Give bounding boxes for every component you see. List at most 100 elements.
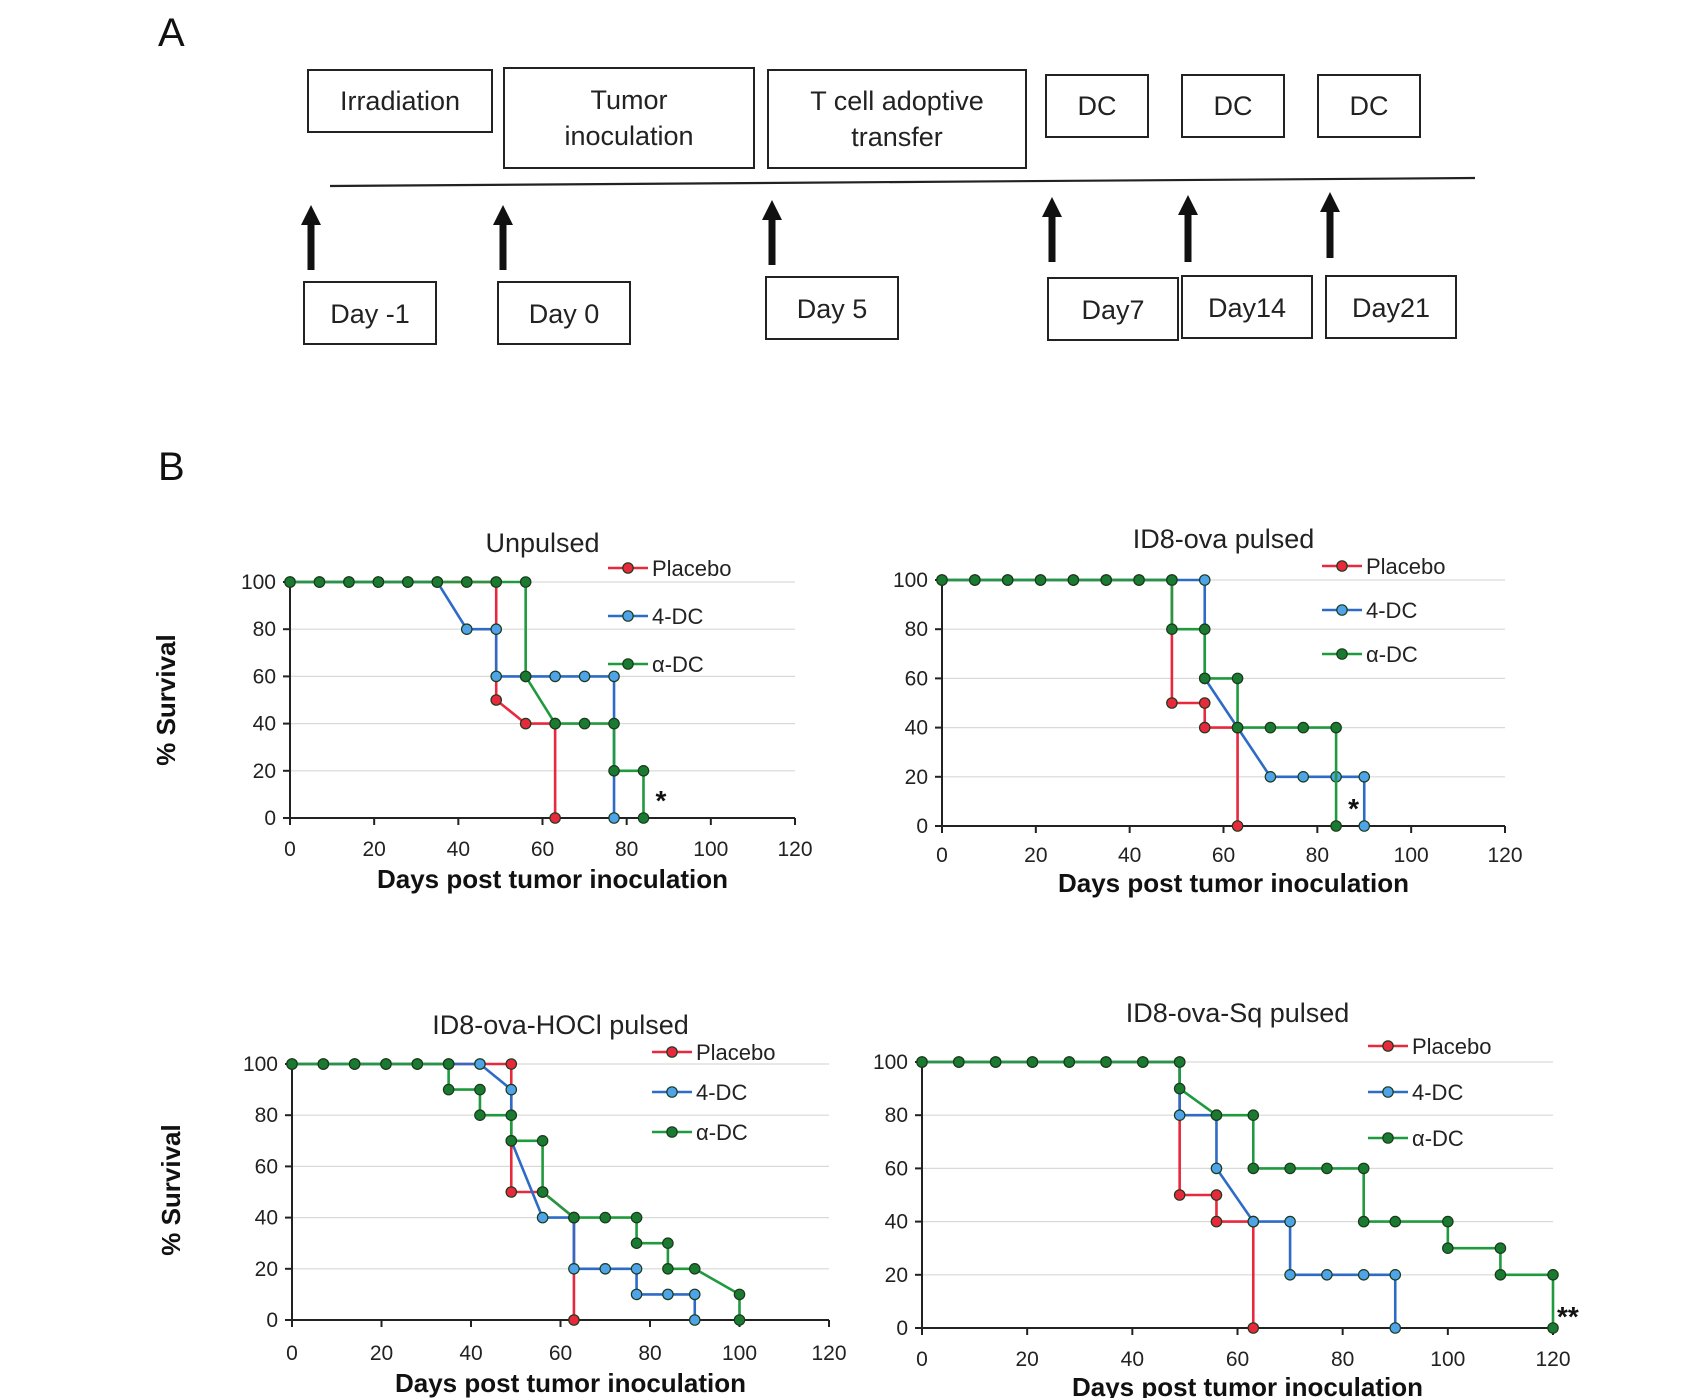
data-point (1264, 770, 1277, 783)
data-point (1100, 1056, 1112, 1068)
data-point (1173, 1056, 1186, 1068)
timeline-event-label: DC (1078, 91, 1117, 121)
x-tick-label: 40 (1121, 1348, 1144, 1371)
data-point (549, 717, 561, 730)
data-point (1297, 721, 1310, 734)
x-tick-label: 100 (693, 838, 728, 861)
data-point (474, 1058, 486, 1070)
y-tick-label: 20 (905, 766, 928, 789)
legend-item: 4-DC (1322, 598, 1417, 623)
series-dc4 (936, 574, 1371, 832)
y-tick-label: 100 (873, 1051, 908, 1074)
legend-marker (1336, 560, 1348, 572)
series-line (922, 1060, 1255, 1328)
timeline-day-label: Day21 (1352, 293, 1430, 323)
timeline-event-box: DC (1317, 74, 1421, 138)
up-arrow-icon (762, 200, 782, 220)
data-point (490, 694, 503, 706)
series-adc (916, 1056, 1559, 1334)
data-point (549, 670, 561, 683)
legend-marker (1336, 604, 1348, 616)
legend-label: 4-DC (1412, 1080, 1463, 1105)
data-point (490, 576, 503, 588)
data-point (411, 1058, 424, 1070)
x-tick-label: 80 (615, 838, 638, 861)
x-tick-label: 20 (1024, 844, 1047, 867)
timeline-day-label: Day 5 (797, 294, 868, 324)
timeline-event-box: DC (1045, 74, 1149, 138)
timeline-event-box: DC (1181, 74, 1285, 138)
series-line (942, 578, 1338, 826)
data-point (733, 1288, 746, 1301)
series-line (292, 1062, 741, 1320)
y-tick-label: 40 (255, 1207, 278, 1230)
data-point (317, 1058, 330, 1070)
data-point (519, 670, 532, 683)
x-tick-label: 0 (286, 1342, 298, 1365)
series-line (290, 580, 645, 818)
legend-item: 4-DC (652, 1080, 747, 1105)
legend-item: α-DC (1368, 1126, 1464, 1151)
data-point (1166, 574, 1178, 586)
data-point (599, 1211, 612, 1224)
data-point (1494, 1242, 1507, 1254)
data-point (1358, 820, 1371, 832)
y-tick-label: 20 (253, 760, 276, 783)
data-point (1198, 721, 1211, 734)
data-point (630, 1211, 643, 1224)
series-placebo (284, 576, 561, 824)
survival-chart: 0 20 40 60 80 100 0 20 40 60 80 100 120 ID8-ova-Sq pu… (873, 998, 1579, 1398)
legend-label: α-DC (1366, 642, 1418, 667)
data-point (1284, 1215, 1296, 1228)
data-point (1284, 1162, 1296, 1175)
data-point (733, 1314, 746, 1326)
series-adc (936, 574, 1342, 832)
y-tick-label: 0 (916, 815, 928, 838)
data-point (519, 717, 532, 730)
data-point (505, 1083, 518, 1096)
data-point (1210, 1109, 1223, 1121)
timeline-event-label: DC (1350, 91, 1389, 121)
legend-label: 4-DC (652, 604, 703, 629)
data-point (1247, 1109, 1260, 1121)
legend-label: Placebo (652, 556, 732, 581)
legend-label: α-DC (696, 1120, 748, 1145)
x-tick-label: 20 (362, 838, 385, 861)
data-point (505, 1109, 518, 1121)
panel-label-b: B (158, 445, 185, 489)
timeline-event-label: transfer (851, 122, 943, 152)
survival-chart: 0 20 40 60 80 100 0 20 40 60 80 100 120 ID8-ova-HOCl … (156, 1010, 847, 1398)
timeline-day-box: Day14 (1181, 275, 1313, 339)
x-tick-label: 100 (1394, 844, 1429, 867)
data-point (1001, 574, 1014, 586)
data-point (343, 576, 355, 588)
x-axis-label: Days post tumor inoculation (1072, 1372, 1423, 1398)
data-point (1198, 574, 1211, 586)
data-point (1442, 1215, 1454, 1228)
data-point (1442, 1242, 1454, 1254)
data-point (1166, 623, 1178, 635)
data-point (1358, 770, 1371, 783)
x-tick-label: 120 (1487, 844, 1522, 867)
y-tick-label: 40 (905, 717, 928, 740)
data-point (313, 576, 326, 588)
series-line (942, 578, 1366, 826)
data-point (1067, 574, 1080, 586)
data-point (608, 717, 620, 730)
timeline-event-box: Irradiation (307, 69, 493, 133)
data-point (372, 576, 385, 588)
timeline-event-label: DC (1214, 91, 1253, 121)
data-point (1264, 721, 1277, 734)
data-point (474, 1109, 486, 1121)
y-tick-label: 0 (264, 807, 276, 830)
data-point (608, 764, 620, 777)
x-tick-label: 40 (459, 1342, 482, 1365)
data-point (630, 1237, 643, 1249)
timeline-day-box: Day 0 (497, 281, 631, 345)
significance-marker: ** (1557, 1301, 1579, 1332)
data-point (953, 1056, 965, 1068)
data-point (637, 812, 650, 824)
data-point (916, 1056, 928, 1068)
data-point (608, 670, 620, 683)
data-point (1247, 1215, 1260, 1228)
